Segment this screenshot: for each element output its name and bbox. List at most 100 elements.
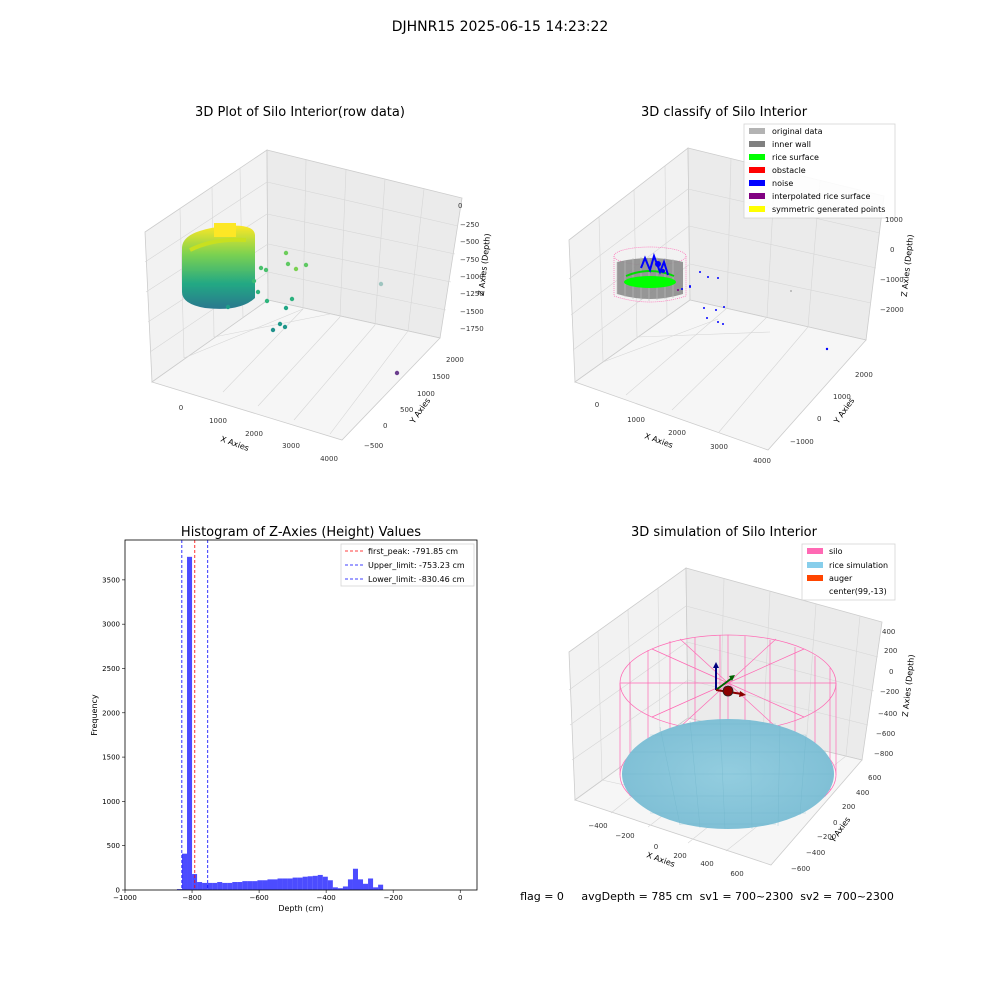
suptitle: DJHNR15 2025-06-15 14:23:22 xyxy=(392,19,609,35)
histogram-bar xyxy=(217,882,223,890)
noise-point xyxy=(715,309,717,311)
histogram-bar xyxy=(342,886,348,890)
raw-point xyxy=(394,370,400,376)
classify-z-tick: −1000 xyxy=(880,276,904,284)
noise-point xyxy=(717,321,719,323)
raw-x-tick: 0 xyxy=(179,404,183,412)
raw-x-tick: 3000 xyxy=(282,442,300,450)
sim-x-tick: 400 xyxy=(700,860,713,868)
panel-raw-data: 3D Plot of Silo Interior(row data) xyxy=(144,105,492,463)
histogram-y-tick-label: 2000 xyxy=(102,709,120,717)
histogram-bar xyxy=(368,878,374,890)
histogram-x-tick-label: 0 xyxy=(458,894,462,902)
noise-point xyxy=(699,271,701,273)
raw-wall-cloud xyxy=(182,223,255,309)
legend-swatch-auger xyxy=(807,575,823,581)
histogram-x-tick-label: −600 xyxy=(249,894,268,902)
classify-y-tick: −1000 xyxy=(790,438,814,446)
sim-y-tick: −200 xyxy=(817,833,836,841)
histogram-x-tick-label: −800 xyxy=(182,894,201,902)
histogram-bar xyxy=(242,881,248,890)
histogram-bar xyxy=(297,877,303,890)
raw-outlier-points xyxy=(225,250,400,376)
noise-point xyxy=(689,285,691,287)
raw-point xyxy=(225,304,231,310)
classify-z-label: Z Axies (Depth) xyxy=(900,234,916,297)
noise-point xyxy=(703,307,705,309)
histogram-bar xyxy=(337,888,343,890)
histogram-bar xyxy=(363,883,369,890)
histogram-y-tick-label: 3000 xyxy=(102,621,120,629)
classify-y-tick: 2000 xyxy=(855,371,873,379)
classify-plot-title: 3D classify of Silo Interior xyxy=(641,105,808,120)
legend-label-rice-simulation: rice simulation xyxy=(829,561,888,570)
histogram-bar xyxy=(302,876,308,890)
sim-y-tick: 0 xyxy=(833,819,837,827)
legend-swatch-silo xyxy=(807,548,823,554)
histogram-title: Histogram of Z-Axies (Height) Values xyxy=(181,525,421,540)
histogram-bar xyxy=(277,878,283,890)
legend-label-interpolated: interpolated rice surface xyxy=(772,192,870,201)
raw-y-tick: 2000 xyxy=(446,356,464,364)
raw-z-tick: −1250 xyxy=(460,290,484,298)
histogram-bar xyxy=(232,882,238,890)
raw-z-tick: −500 xyxy=(460,238,479,246)
sim-z-label: Z Axies (Depth) xyxy=(901,654,917,717)
histogram-bar xyxy=(352,868,358,890)
raw-y-tick: 1000 xyxy=(417,390,435,398)
histogram-y-ticks: 0 500 1000 1500 2000 2500 3000 3500 xyxy=(102,576,125,895)
raw-axis-ticks: 0 1000 2000 3000 4000 −500 0 500 1000 15… xyxy=(179,202,484,463)
histogram-x-ticks: −1000 −800 −600 −400 −200 0 xyxy=(113,890,462,902)
legend-label-lower-limit: Lower_limit: -830.46 cm xyxy=(368,575,465,584)
legend-swatch-obstacle xyxy=(749,167,765,173)
legend-swatch-symmetric xyxy=(749,206,765,212)
histogram-bar xyxy=(357,879,364,890)
raw-z-tick: −1500 xyxy=(460,308,484,316)
noise-point xyxy=(717,277,719,279)
noise-point xyxy=(707,276,709,278)
raw-point xyxy=(289,296,295,302)
histogram-x-tick-label: −400 xyxy=(317,894,336,902)
legend-swatch-interpolated xyxy=(749,193,765,199)
histogram-bar xyxy=(197,882,203,890)
raw-point xyxy=(264,298,270,304)
histogram-bar xyxy=(312,875,318,890)
raw-x-tick: 4000 xyxy=(320,455,338,463)
classify-x-tick: 3000 xyxy=(710,443,728,451)
noise-point xyxy=(706,317,708,319)
histogram-bar xyxy=(181,853,188,890)
sim-y-tick: 600 xyxy=(868,774,881,782)
legend-label-auger: auger xyxy=(829,574,853,583)
raw-point xyxy=(285,261,291,267)
legend-label-original-data: original data xyxy=(772,127,823,136)
raw-z-tick: −250 xyxy=(460,221,479,229)
legend-label-symmetric: symmetric generated points xyxy=(772,205,885,214)
sim-z-tick: −200 xyxy=(880,688,899,696)
histogram-bar xyxy=(227,882,233,890)
rice-simulation-surface xyxy=(622,718,834,830)
classify-legend: original data inner wall rice surface ob… xyxy=(743,123,896,219)
histogram-bar xyxy=(222,882,228,890)
histogram-bar xyxy=(247,881,253,890)
histogram-bar xyxy=(292,877,298,890)
sim-x-tick: 600 xyxy=(730,870,743,878)
histogram-bar xyxy=(207,882,213,890)
histogram-bar xyxy=(212,882,218,890)
panel-classify: 3D classify of Silo Interior xyxy=(568,105,916,465)
legend-swatch-rice-surface xyxy=(749,154,765,160)
raw-point xyxy=(270,327,276,333)
sim-y-tick: −600 xyxy=(791,865,810,873)
histogram-bar xyxy=(176,889,182,890)
histogram-bar xyxy=(282,878,288,890)
raw-plot-title: 3D Plot of Silo Interior(row data) xyxy=(195,105,405,120)
raw-point xyxy=(282,324,288,330)
histogram-bar xyxy=(322,876,328,890)
sim-y-tick: 400 xyxy=(856,789,869,797)
histogram-x-label: Depth (cm) xyxy=(278,904,323,913)
raw-point xyxy=(283,250,289,256)
histogram-y-tick-label: 1500 xyxy=(102,754,120,762)
sim-x-label: X Axies xyxy=(645,850,676,869)
raw-y-tick: 0 xyxy=(383,422,387,430)
legend-label-inner-wall: inner wall xyxy=(772,140,811,149)
